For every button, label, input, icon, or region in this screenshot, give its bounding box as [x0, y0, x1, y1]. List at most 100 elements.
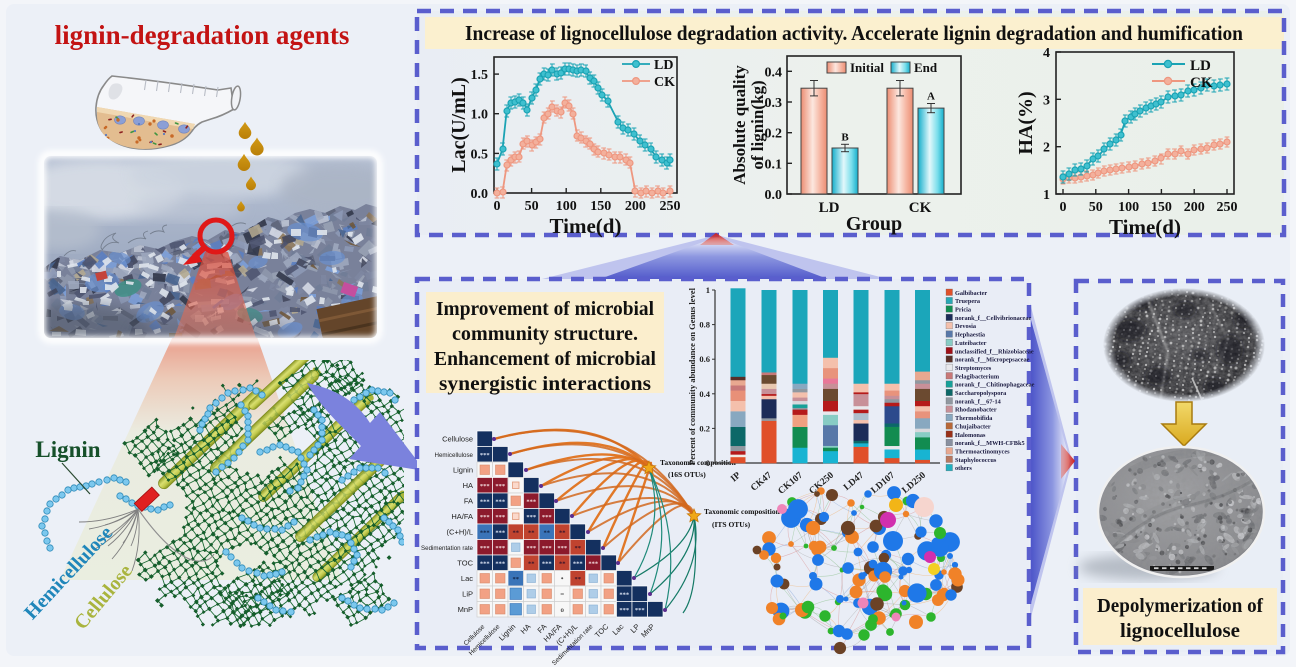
svg-text:Luteibacter: Luteibacter — [955, 340, 987, 347]
svg-text:community structure.: community structure. — [452, 323, 638, 345]
svg-text:0.5: 0.5 — [471, 147, 489, 162]
svg-text:Pricia: Pricia — [955, 307, 972, 314]
svg-text:100: 100 — [556, 199, 577, 214]
svg-text:B: B — [841, 131, 849, 143]
svg-text:***: *** — [480, 514, 490, 521]
svg-text:0.8: 0.8 — [699, 320, 710, 330]
svg-text:unclassified_f__Rhizobiaceae: unclassified_f__Rhizobiaceae — [955, 348, 1034, 355]
svg-text:***: *** — [619, 607, 629, 614]
svg-text:**: ** — [559, 560, 566, 567]
svg-text:Improvement of microbial: Improvement of microbial — [436, 298, 654, 320]
svg-text:**: ** — [528, 529, 535, 536]
svg-text:Depolymerization of: Depolymerization of — [1097, 595, 1263, 617]
svg-text:lignin-degradation agents: lignin-degradation agents — [55, 20, 350, 50]
svg-text:***: *** — [619, 591, 629, 598]
svg-text:Pelagibacterium: Pelagibacterium — [955, 373, 1000, 380]
svg-text:0.4: 0.4 — [765, 65, 783, 80]
svg-text:TOC: TOC — [457, 558, 473, 567]
svg-text:**: ** — [513, 529, 520, 536]
svg-text:lignocellulose: lignocellulose — [1120, 620, 1240, 642]
svg-text:Streptomyces: Streptomyces — [955, 365, 992, 372]
svg-text:50: 50 — [1089, 200, 1103, 215]
svg-text:Rhodanobacter: Rhodanobacter — [955, 407, 997, 414]
svg-text:1.0: 1.0 — [471, 108, 489, 123]
svg-text:***: *** — [542, 545, 552, 552]
svg-text:***: *** — [573, 560, 583, 567]
svg-text:0.4: 0.4 — [699, 389, 710, 399]
svg-text:0.0: 0.0 — [471, 187, 489, 202]
svg-text:150: 150 — [1151, 200, 1172, 215]
svg-text:Enhancement of microbial: Enhancement of microbial — [434, 348, 656, 370]
svg-text:0.2: 0.2 — [765, 127, 783, 142]
svg-text:***: *** — [495, 483, 505, 490]
svg-text:norank_f__Chitinophagaceae: norank_f__Chitinophagaceae — [955, 382, 1035, 389]
svg-text:100: 100 — [1118, 200, 1139, 215]
svg-text:***: *** — [495, 560, 505, 567]
svg-text:1.5: 1.5 — [471, 68, 489, 83]
svg-text:**: ** — [559, 529, 566, 536]
svg-text:LD: LD — [819, 200, 840, 216]
svg-text:Time(d): Time(d) — [1109, 215, 1181, 239]
svg-text:of lignin(kg): of lignin(kg) — [748, 80, 767, 169]
svg-text:(C+H)/L: (C+H)/L — [447, 527, 473, 536]
svg-text:CK: CK — [1190, 75, 1213, 91]
svg-text:0.6: 0.6 — [699, 354, 710, 364]
svg-text:Devosia: Devosia — [955, 323, 977, 330]
svg-text:***: *** — [526, 545, 536, 552]
svg-text:Percent of community abundance: Percent of community abundance on Genus … — [687, 287, 697, 465]
svg-text:0.1: 0.1 — [765, 157, 783, 172]
svg-text:Saccharopolyspora: Saccharopolyspora — [955, 390, 1007, 397]
svg-text:***: *** — [635, 607, 645, 614]
svg-text:**: ** — [513, 576, 520, 583]
svg-text:HA/FA: HA/FA — [451, 512, 473, 521]
svg-text:Cellulose: Cellulose — [442, 434, 473, 443]
svg-text:250: 250 — [660, 199, 681, 214]
svg-text:A: A — [927, 91, 935, 103]
svg-text:**: ** — [575, 545, 582, 552]
svg-text:Increase of lignocellulose deg: Increase of lignocellulose degradation a… — [465, 21, 1243, 45]
svg-text:Lignin: Lignin — [453, 465, 473, 474]
svg-text:50: 50 — [525, 199, 539, 214]
svg-text:others: others — [955, 465, 972, 472]
svg-text:1: 1 — [706, 285, 710, 295]
svg-text:norank_f__MWH-CFBk5: norank_f__MWH-CFBk5 — [955, 440, 1025, 447]
svg-text:200: 200 — [1184, 200, 1205, 215]
svg-text:MnP: MnP — [458, 605, 473, 614]
svg-text:FA: FA — [464, 496, 473, 505]
svg-text:**: ** — [544, 529, 551, 536]
svg-text:norank_f__Micropepsaceae: norank_f__Micropepsaceae — [955, 357, 1030, 364]
svg-text:0.2: 0.2 — [699, 423, 710, 433]
svg-text:End: End — [914, 60, 938, 75]
svg-text:norank_f__Cellvibrionaceae: norank_f__Cellvibrionaceae — [955, 315, 1031, 322]
svg-text:LD: LD — [1190, 58, 1211, 74]
svg-text:Chujaibacter: Chujaibacter — [955, 423, 991, 430]
svg-text:Sedimentation rate: Sedimentation rate — [421, 545, 473, 552]
svg-text:***: *** — [480, 498, 490, 505]
svg-text:2: 2 — [1043, 141, 1050, 156]
svg-text:0: 0 — [494, 199, 501, 214]
svg-text:Hemicellulose: Hemicellulose — [434, 452, 473, 459]
svg-text:0.3: 0.3 — [765, 96, 783, 111]
svg-text:0.0: 0.0 — [765, 188, 783, 203]
svg-text:=: = — [560, 590, 564, 598]
svg-text:**: ** — [528, 560, 535, 567]
svg-text:Absolute quality: Absolute quality — [730, 65, 749, 185]
svg-text:HA(%): HA(%) — [1015, 91, 1037, 154]
svg-text:Lignin: Lignin — [35, 437, 100, 462]
svg-text:250: 250 — [1217, 200, 1238, 215]
svg-text:0: 0 — [706, 458, 710, 468]
svg-text:(16S OTUs): (16S OTUs) — [668, 470, 706, 479]
svg-text:***: *** — [542, 514, 552, 521]
svg-text:(ITS OTUs): (ITS OTUs) — [712, 520, 751, 529]
svg-text:Lac: Lac — [461, 574, 473, 583]
svg-text:Halomonas: Halomonas — [955, 432, 986, 439]
svg-text:Staphylococcus: Staphylococcus — [955, 457, 997, 464]
svg-text:LiP: LiP — [462, 589, 473, 598]
svg-text:Truepera: Truepera — [955, 298, 981, 305]
svg-text:***: *** — [480, 545, 490, 552]
svg-text:HA: HA — [463, 481, 473, 490]
svg-text:***: *** — [526, 514, 536, 521]
svg-text:Hephaestia: Hephaestia — [955, 332, 986, 339]
svg-text:Galbibacter: Galbibacter — [955, 290, 987, 297]
svg-text:1: 1 — [1043, 188, 1050, 203]
